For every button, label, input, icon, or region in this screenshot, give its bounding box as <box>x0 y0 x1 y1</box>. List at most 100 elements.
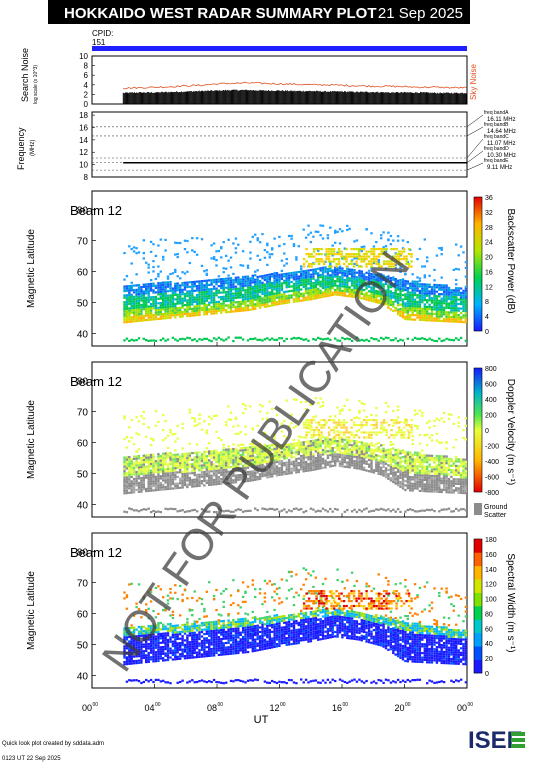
scatter-cell <box>413 482 417 486</box>
sparse-cell <box>418 277 422 280</box>
scatter-cell <box>132 491 136 494</box>
scatter-cell <box>198 282 201 285</box>
scatter-cell <box>338 453 342 456</box>
scatter-cell <box>341 269 344 272</box>
scatter-cell <box>183 477 187 480</box>
sparse-cell <box>273 237 276 240</box>
near-range-cell <box>241 510 245 513</box>
scatter-cell <box>174 287 177 290</box>
scatter-cell <box>428 312 431 315</box>
scatter-cell <box>166 483 170 486</box>
near-range-cell <box>384 336 388 339</box>
scatter-cell <box>363 451 366 454</box>
scatter-cell <box>297 297 300 300</box>
scatter-cell <box>334 439 337 442</box>
scatter-cell <box>217 462 221 465</box>
scatter-cell <box>411 487 414 490</box>
scatter-cell <box>137 310 141 313</box>
scatter-cell <box>319 282 322 285</box>
scatter-cell <box>459 298 463 301</box>
scatter-cell <box>396 466 400 469</box>
near-range-cell <box>123 339 126 342</box>
scatter-cell <box>462 305 465 308</box>
scatter-cell <box>125 478 129 481</box>
scatter-cell <box>312 468 315 471</box>
scatter-cell <box>169 472 172 475</box>
sparse-cell <box>157 420 160 423</box>
sparse-cell <box>394 264 397 267</box>
scatter-cell <box>246 279 250 283</box>
frequency-band-label: freq bandA <box>484 110 509 116</box>
scatter-cell <box>125 467 129 470</box>
scatter-cell <box>326 445 330 448</box>
scatter-cell <box>125 312 129 315</box>
scatter-cell <box>164 454 167 457</box>
scatter-cell <box>222 471 225 474</box>
scatter-cell <box>387 300 390 303</box>
sparse-cell <box>174 241 177 244</box>
scatter-cell <box>198 287 201 290</box>
scatter-cell <box>280 275 284 278</box>
scatter-cell <box>132 295 136 298</box>
scatter-cell <box>300 277 303 280</box>
scatter-cell <box>244 280 247 283</box>
scatter-cell <box>193 474 196 477</box>
patch-cell <box>355 262 358 266</box>
scatter-cell <box>367 456 371 459</box>
scatter-cell <box>278 293 281 297</box>
sparse-cell <box>384 250 388 253</box>
scatter-cell <box>152 282 155 285</box>
scatter-cell <box>198 473 201 476</box>
scatter-cell <box>302 283 305 286</box>
scatter-cell <box>392 476 395 479</box>
scatter-cell <box>154 306 158 310</box>
scatter-cell <box>237 467 240 470</box>
scatter-cell <box>442 299 446 303</box>
scatter-cell <box>442 313 446 316</box>
scatter-cell <box>212 465 216 468</box>
scatter-cell <box>128 464 131 468</box>
scatter-cell <box>234 449 238 453</box>
scatter-cell <box>464 316 467 319</box>
scatter-cell <box>140 290 143 293</box>
scatter-cell <box>130 473 133 476</box>
scatter-cell <box>128 485 131 488</box>
scatter-cell <box>251 308 254 311</box>
scatter-cell <box>336 293 339 296</box>
near-range-cell <box>384 509 388 512</box>
sparse-cell <box>162 429 165 432</box>
scatter-cell <box>135 482 138 485</box>
sparse-cell <box>232 425 235 428</box>
scatter-cell <box>396 288 400 291</box>
scatter-cell <box>418 469 422 472</box>
scatter-cell <box>416 483 419 486</box>
scatter-cell <box>380 277 383 280</box>
scatter-cell <box>229 306 233 309</box>
scatter-cell <box>416 485 419 488</box>
sparse-cell <box>314 397 317 400</box>
scatter-cell <box>176 455 179 458</box>
scatter-cell <box>413 314 417 317</box>
sparse-cell <box>195 253 199 256</box>
patch-cell <box>365 255 368 258</box>
near-range-cell <box>367 510 371 513</box>
near-range-cell <box>246 509 250 512</box>
scatter-cell <box>384 293 388 297</box>
near-range-cell <box>319 337 322 340</box>
sparse-cell <box>166 275 170 278</box>
scatter-cell <box>232 454 235 457</box>
range-time-cells <box>123 397 467 514</box>
scatter-cell <box>406 484 409 487</box>
scatter-cell <box>171 287 175 290</box>
scatter-cell <box>392 276 395 279</box>
scatter-cell <box>266 274 269 277</box>
scatter-cell <box>285 445 288 449</box>
scatter-cell <box>309 280 313 283</box>
scatter-cell <box>302 468 305 471</box>
scatter-cell <box>135 299 138 303</box>
sparse-cell <box>215 250 218 253</box>
scatter-cell <box>353 453 356 456</box>
scatter-cell <box>258 288 262 291</box>
scatter-cell <box>128 491 131 494</box>
scatter-cell <box>246 477 250 480</box>
